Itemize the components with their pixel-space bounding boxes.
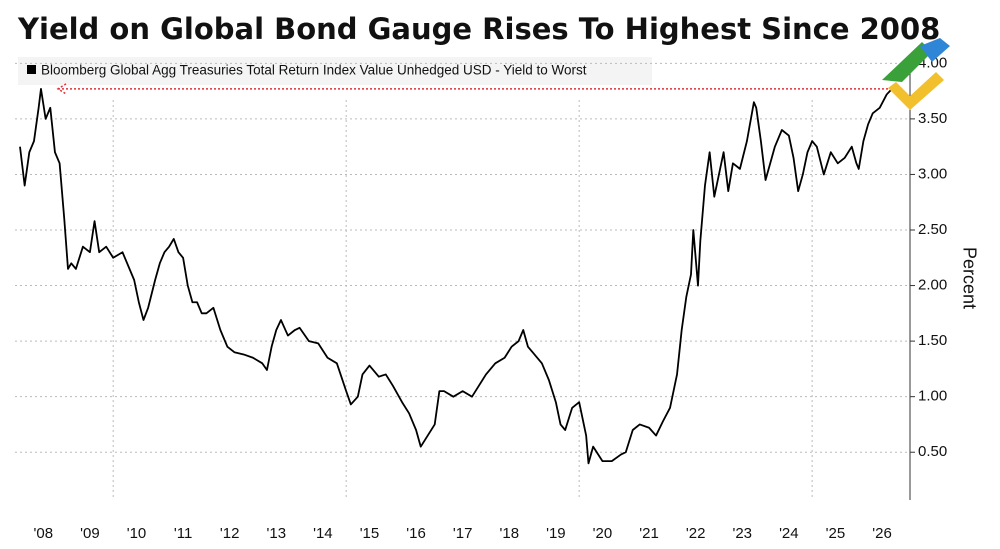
plot-area: 0.501.001.502.002.503.003.504.00'08'09'1… [15,54,947,542]
y-tick-label: 1.00 [918,388,947,405]
y-tick-label: 1.50 [918,332,947,349]
x-tick-label: '18 [499,525,519,542]
y-tick-label: 3.50 [918,110,947,127]
y-axis-title: Percent [959,247,979,309]
legend-swatch [27,65,36,74]
x-tick-label: '16 [406,525,426,542]
x-tick-label: '10 [127,525,147,542]
x-tick-label: '17 [453,525,473,542]
y-tick-label: 0.50 [918,443,947,460]
x-tick-label: '21 [639,525,659,542]
reference-arrow [56,83,67,95]
legend-box [18,57,652,85]
logo-blue [920,38,950,62]
x-tick-label: '25 [826,525,846,542]
line [19,84,896,465]
x-tick-label: '24 [779,525,799,542]
x-tick-label: '08 [34,525,54,542]
x-tick-label: '15 [360,525,380,542]
y-tick-label: 2.50 [918,221,947,238]
x-tick-label: '11 [174,525,192,542]
x-tick-label: '09 [80,525,100,542]
legend: Bloomberg Global Agg Treasuries Total Re… [18,57,652,85]
y-tick-label: 3.00 [918,165,947,182]
x-tick-label: '23 [732,525,752,542]
x-tick-label: '13 [267,525,287,542]
x-tick-label: '19 [546,525,566,542]
x-tick-label: '22 [686,525,706,542]
x-tick-label: '12 [220,525,240,542]
logo [882,38,950,110]
chart-title: Yield on Global Bond Gauge Rises To High… [17,12,940,46]
x-tick-label: '14 [313,525,333,542]
y-tick-label: 2.00 [918,277,947,294]
legend-label: Bloomberg Global Agg Treasuries Total Re… [41,63,587,78]
logo-green [882,42,932,82]
x-tick-label: '26 [872,525,892,542]
logo-yellow [888,72,944,110]
x-tick-label: '20 [593,525,613,542]
